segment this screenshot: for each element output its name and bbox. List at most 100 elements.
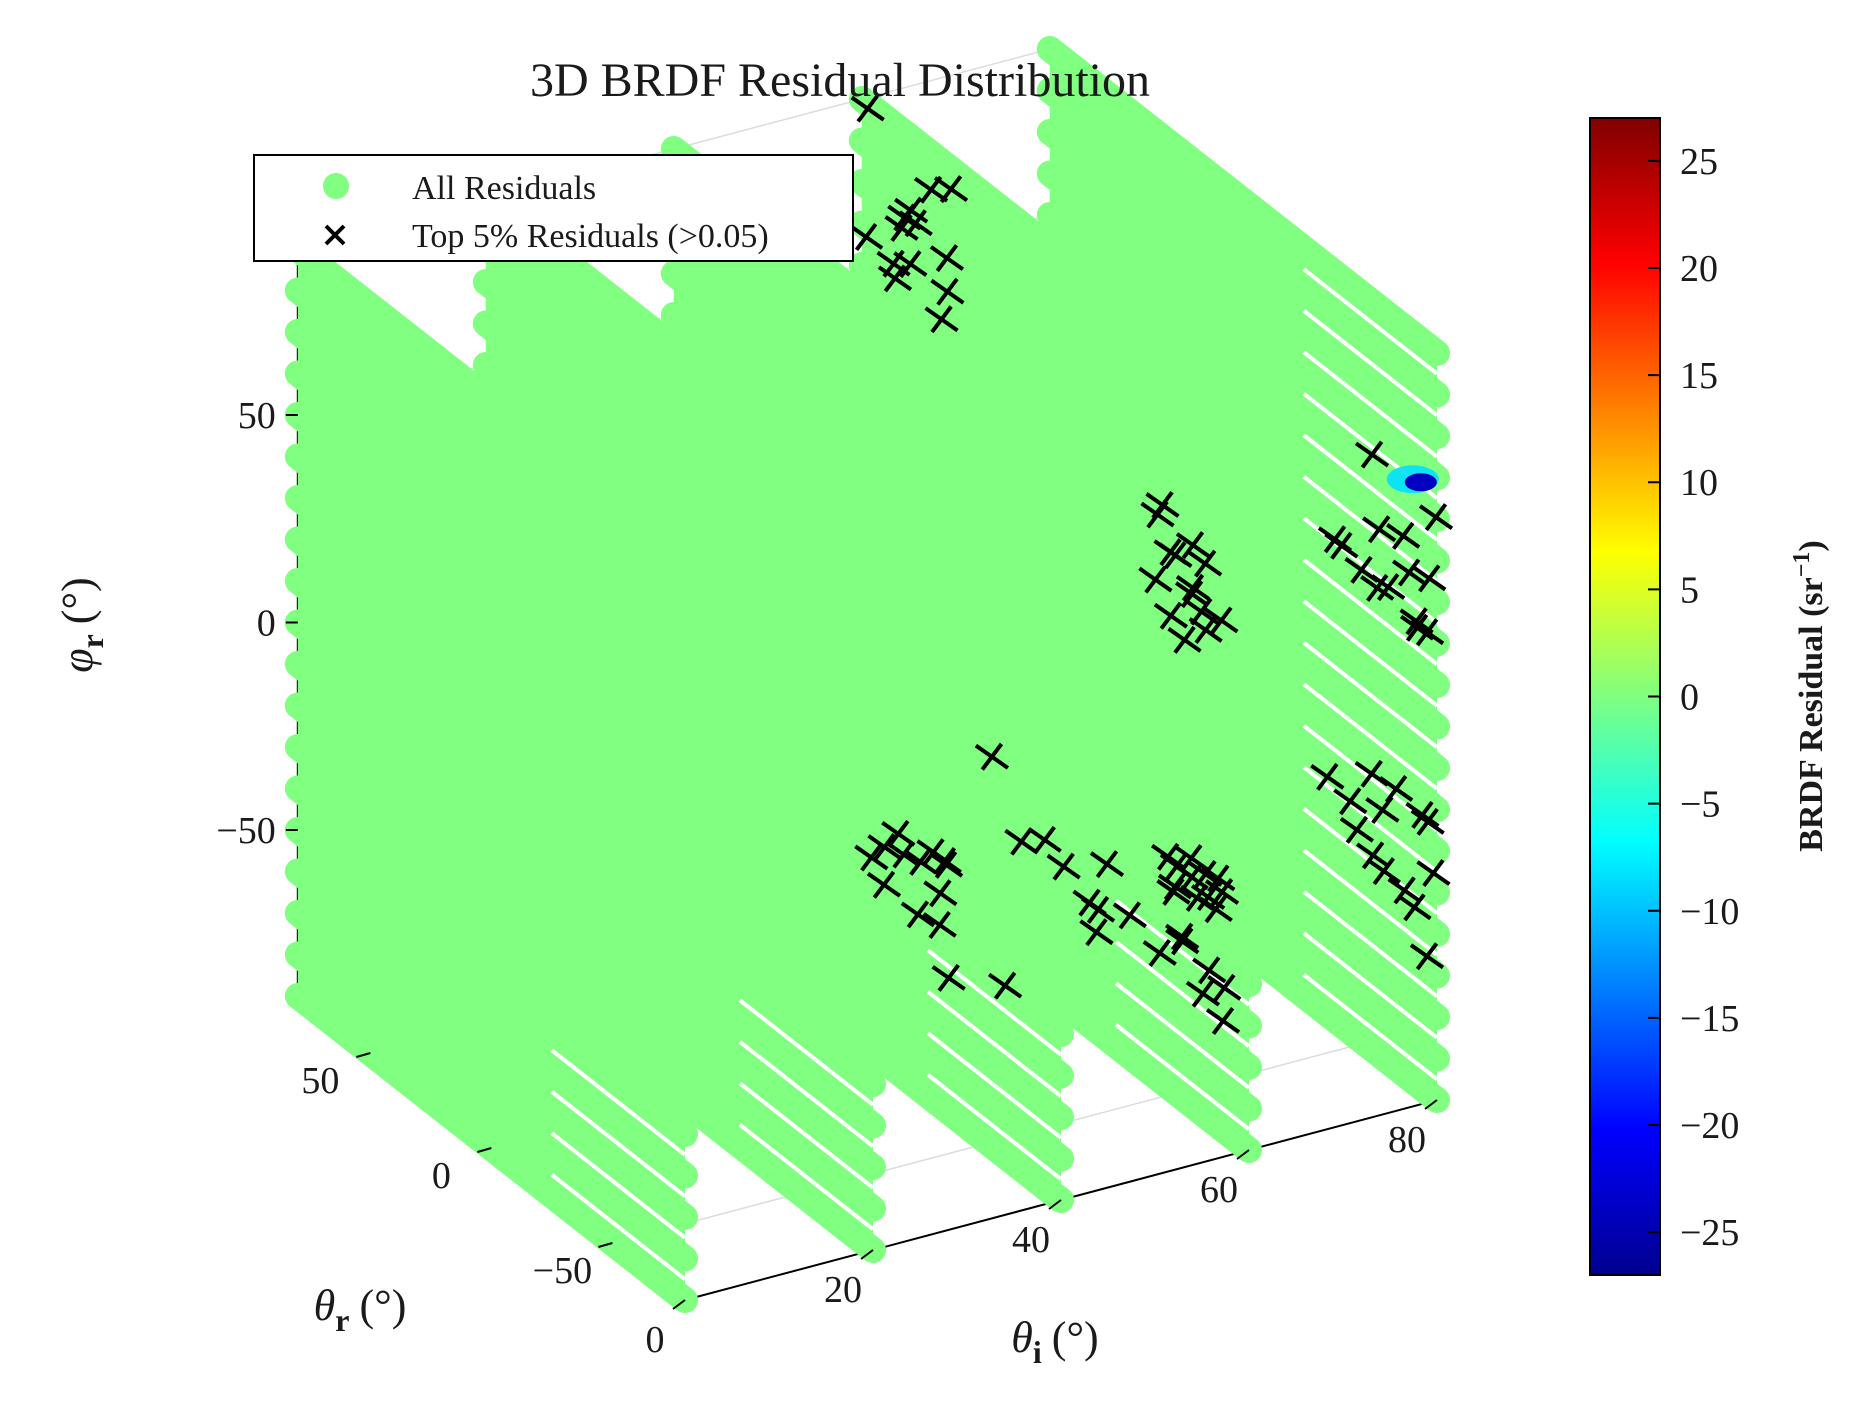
x-tick-mark [672,1299,686,1310]
row-gap [550,1131,687,1240]
residual-x-mark [1339,787,1362,816]
residual-x-mark [929,879,952,908]
residual-x-mark [1193,549,1217,578]
x-tick-mark [1424,1099,1438,1110]
residual-x-mark [1361,841,1385,870]
residual-x-mark [909,847,932,876]
row-gap [738,1123,875,1231]
point-row [472,891,886,1222]
residual-x-mark [1393,876,1416,905]
residual-x-mark [892,840,915,869]
residual-x-mark [854,222,878,251]
svg-text:θr(°): θr (°) [314,1281,407,1338]
z-tick-label: −50 [216,810,275,852]
y-tick-mark [356,1052,371,1058]
residual-x-mark [1345,815,1369,844]
point-row [660,841,1074,1172]
y-axis-title: θr (°) [314,1281,407,1338]
colorbar-tick-label: −15 [1680,998,1739,1040]
row-gap [738,1081,875,1190]
residual-x-mark [872,870,896,899]
point-row [284,858,698,1189]
top-residual-markers [848,94,1454,1035]
residual-cluster [1138,491,1239,654]
point-row [1036,368,1450,698]
legend-marker-all-residuals [323,173,349,199]
residual-cluster [848,94,969,334]
svg-text:φr(°): φr (°) [53,577,110,672]
row-gap [550,1173,687,1281]
residual-x-mark [1366,573,1389,602]
row-gap [926,1073,1063,1181]
row-gap [550,1048,687,1157]
colorbar-tick-label: 5 [1680,569,1699,611]
residual-x-mark [1376,573,1400,602]
point-row [1036,77,1450,408]
residual-x-mark [873,833,896,862]
point-row [848,833,1262,1163]
y-tick-label: 50 [301,1060,339,1102]
point-row [848,708,1262,1039]
row-gap [1302,765,1439,874]
legend-label-top-residuals: Top 5% Residuals (>0.05) [412,218,769,255]
row-gap [1302,599,1439,708]
residual-x-mark [1095,850,1119,879]
residual-x-mark [860,843,883,872]
svg-text:BRDF Residual (sr−1): BRDF Residual (sr−1) [1789,540,1830,852]
residual-cluster [1142,852,1242,1035]
point-row [1036,783,1450,1113]
x-tick-mark [860,1249,874,1260]
point-row [1036,409,1450,740]
point-row [284,900,698,1230]
point-row [1036,36,1450,366]
residual-x-mark [1148,939,1171,968]
slab-theta-i-80 [1036,36,1450,1113]
residual-x-mark [856,94,879,123]
residual-x-mark [980,742,1004,771]
residual-x-mark [1418,564,1441,593]
residual-x-mark [893,203,916,232]
residual-x-mark [1185,883,1209,912]
residual-x-mark [1416,807,1439,836]
row-gap [926,990,1063,1098]
row-gap [550,1090,687,1198]
residual-x-mark [1033,825,1056,854]
residual-x-mark [937,963,960,992]
point-row [284,817,698,1147]
residual-cluster [854,819,1023,1000]
z-axis-title: φr (°) [53,577,110,672]
residual-x-mark [1213,973,1236,1002]
row-gap [1302,931,1439,1040]
residual-x-mark [1204,895,1227,924]
residual-x-mark [1197,956,1221,985]
row-gap [1114,1023,1251,1131]
residual-x-mark [1191,979,1215,1008]
residual-x-mark [1146,500,1169,529]
colorbar-tick-label: −25 [1680,1212,1739,1254]
row-gap [1302,682,1439,791]
point-row [660,758,1074,1089]
point-row [1036,285,1450,615]
x-tick-mark [1048,1199,1062,1210]
point-row [284,941,698,1272]
row-gap [1114,981,1251,1090]
residual-x-mark [1181,573,1205,602]
row-gap [1302,433,1439,542]
point-row [472,933,886,1263]
colorbar-tick-label: 20 [1680,248,1718,290]
row-gap [1302,641,1439,749]
x-tick-mark [1236,1149,1250,1160]
residual-x-mark [1384,774,1408,803]
axis-ticks: 0 20 40 60 80 −50 0 50 50 0 −50 [216,395,1438,1361]
residual-x-mark [1391,521,1415,550]
row-gap [1302,973,1439,1081]
residual-x-mark [1330,531,1353,560]
residual-cluster [1310,759,1451,971]
row-gap [926,948,1063,1057]
x-tick-label: 0 [646,1319,665,1361]
residual-x-mark [1367,515,1391,544]
point-row [472,808,886,1139]
residual-x-mark [1372,857,1396,886]
residual-x-mark [1207,864,1230,893]
